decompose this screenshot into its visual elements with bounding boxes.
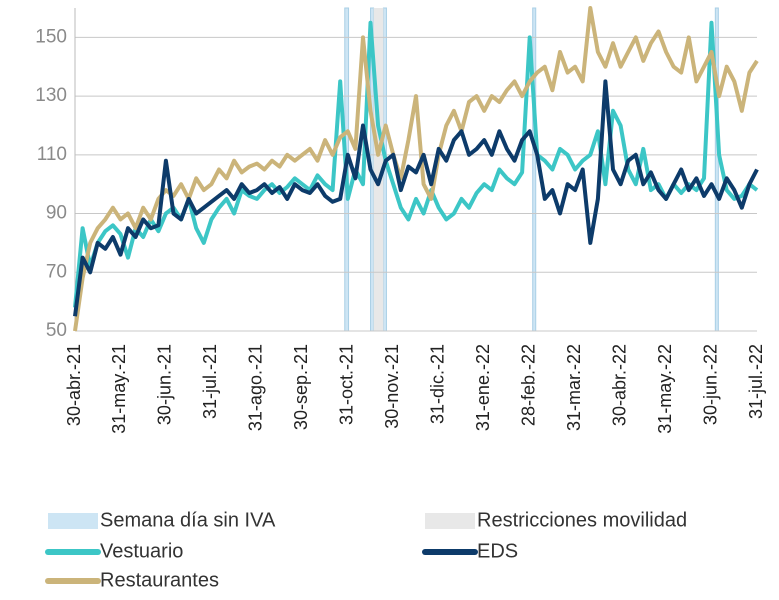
legend-label: EDS [477, 540, 518, 562]
x-tick-label: 30-nov.-21 [382, 344, 402, 429]
y-tick-label: 130 [35, 85, 67, 106]
y-tick-label: 150 [35, 26, 67, 47]
band [714, 7, 719, 332]
x-tick-label: 30-abr.-22 [609, 344, 629, 426]
x-tick-label: 31-oct.-21 [337, 344, 357, 425]
series-line [73, 20, 759, 308]
x-tick-label: 30-abr.-21 [64, 344, 84, 426]
x-tick-label: 30-jun.-22 [700, 344, 720, 425]
legend-label: Semana día sin IVA [100, 509, 276, 531]
x-tick-label: 31-ene.-22 [473, 344, 493, 431]
y-tick-label: 50 [46, 320, 67, 341]
x-tick-label: 31-may.-21 [109, 344, 129, 434]
y-tick-label: 110 [37, 144, 67, 165]
x-tick-label: 31-may.-22 [655, 344, 675, 434]
legend-label: Vestuario [100, 540, 183, 562]
y-tick-label: 70 [46, 261, 67, 282]
x-tick-label: 31-mar.-22 [564, 344, 584, 431]
band [373, 8, 384, 331]
band [532, 7, 537, 332]
x-tick-label: 28-feb.-22 [518, 344, 538, 426]
legend-label: Restricciones movilidad [477, 509, 687, 531]
x-tick-label: 31-jul.-22 [746, 344, 766, 419]
legend-swatch [48, 513, 98, 529]
x-tick-label: 30-jun.-21 [155, 344, 175, 425]
x-tick-label: 31-dic.-21 [427, 344, 447, 424]
series-line [73, 79, 759, 317]
x-tick-label: 31-jul.-21 [200, 344, 220, 419]
legend-label: Restaurantes [100, 569, 219, 591]
x-tick-label: 31-ago.-21 [246, 344, 266, 431]
y-tick-label: 90 [46, 203, 67, 224]
x-tick-label: 30-sep.-21 [291, 344, 311, 430]
legend-swatch [425, 513, 475, 529]
